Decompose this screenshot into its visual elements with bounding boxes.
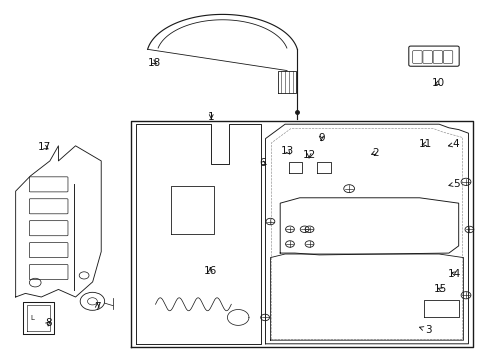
Text: 17: 17 — [38, 142, 51, 152]
Text: 10: 10 — [431, 78, 444, 88]
Text: 5: 5 — [448, 179, 459, 189]
Text: 4: 4 — [447, 139, 458, 149]
Text: 9: 9 — [317, 132, 324, 143]
Text: 14: 14 — [447, 269, 461, 279]
Text: 3: 3 — [419, 325, 431, 336]
Text: 11: 11 — [418, 139, 431, 149]
Text: 1: 1 — [207, 112, 214, 122]
Text: 6: 6 — [258, 158, 265, 168]
Text: 12: 12 — [302, 150, 315, 160]
Text: 2: 2 — [371, 148, 378, 158]
Text: 18: 18 — [147, 58, 161, 68]
Text: L: L — [30, 315, 34, 321]
Text: 16: 16 — [203, 266, 217, 276]
Text: 8: 8 — [45, 318, 52, 328]
Text: 7: 7 — [94, 302, 101, 312]
Text: 15: 15 — [432, 284, 446, 294]
Text: 13: 13 — [280, 146, 294, 156]
